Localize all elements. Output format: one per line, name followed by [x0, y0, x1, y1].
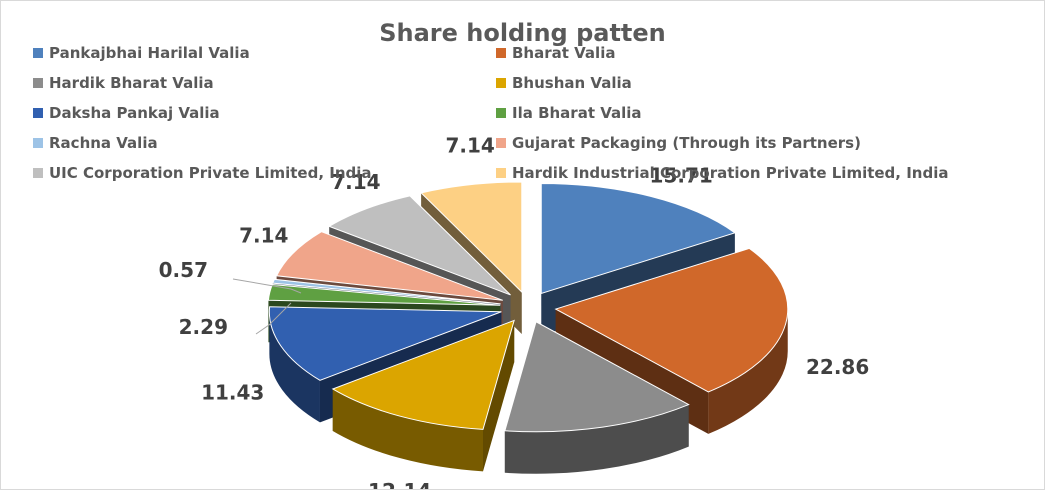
leader-line [255, 302, 292, 335]
legend-swatch [496, 48, 506, 58]
legend-swatch [33, 78, 43, 88]
legend-item: Rachna Valia [33, 133, 158, 153]
pie-slice [267, 284, 501, 306]
legend-label: Ila Bharat Valia [512, 104, 642, 122]
pie-slice [331, 319, 515, 430]
data-label: 2.29 [179, 315, 228, 339]
legend-label: Bharat Valia [512, 44, 616, 62]
data-label: 13.57 [591, 486, 654, 489]
legend-swatch [496, 138, 506, 148]
legend-item: Bhushan Valia [496, 73, 632, 93]
legend-label: UIC Corporation Private Limited, India [49, 164, 372, 182]
slice-rim [708, 309, 788, 434]
pie-slice [268, 306, 502, 381]
leader-line [232, 278, 302, 294]
data-label: 7.14 [445, 134, 494, 158]
data-label: 11.43 [201, 381, 264, 405]
legend-label: Rachna Valia [49, 134, 158, 152]
data-label: 7.14 [239, 224, 288, 248]
legend-item: Hardik Bharat Valia [33, 73, 214, 93]
pie-slice [328, 195, 511, 296]
data-label: 0.57 [159, 258, 208, 282]
data-label: 15.71 [650, 164, 713, 188]
legend-item: Pankajbhai Harilal Valia [33, 43, 250, 63]
legend-item: Hardik Industrial Corporation Private Li… [496, 163, 948, 183]
legend-item: Ila Bharat Valia [496, 103, 642, 123]
legend-swatch [496, 168, 506, 178]
legend-swatch [33, 138, 43, 148]
legend-label: Daksha Pankaj Valia [49, 104, 220, 122]
data-label: 22.86 [806, 355, 869, 379]
pie-slice [504, 321, 690, 433]
slice-rim [504, 404, 689, 474]
legend-item: Gujarat Packaging (Through its Partners) [496, 133, 861, 153]
pie-slice [540, 182, 736, 295]
legend-label: Hardik Bharat Valia [49, 74, 214, 92]
legend-label: Pankajbhai Harilal Valia [49, 44, 250, 62]
legend-item: Daksha Pankaj Valia [33, 103, 220, 123]
legend-item: UIC Corporation Private Limited, India [33, 163, 372, 183]
pie-slice [554, 247, 789, 393]
legend-item: Bharat Valia [496, 43, 615, 63]
legend-swatch [33, 168, 43, 178]
data-label: 12.14 [368, 479, 431, 489]
legend-swatch [496, 78, 506, 88]
legend-swatch [496, 108, 506, 118]
pie-slice [275, 231, 503, 301]
chart-title: Share holding patten [379, 19, 666, 47]
slice-rim [332, 388, 484, 472]
pie-slice [420, 181, 523, 294]
slice-rim [269, 311, 320, 423]
legend-label: Bhushan Valia [512, 74, 632, 92]
data-label: 7.14 [331, 170, 380, 194]
legend-swatch [33, 108, 43, 118]
legend-label: Hardik Industrial Corporation Private Li… [512, 164, 949, 182]
legend-label: Gujarat Packaging (Through its Partners) [512, 134, 861, 152]
pie-slice [272, 278, 501, 305]
legend-swatch [33, 48, 43, 58]
